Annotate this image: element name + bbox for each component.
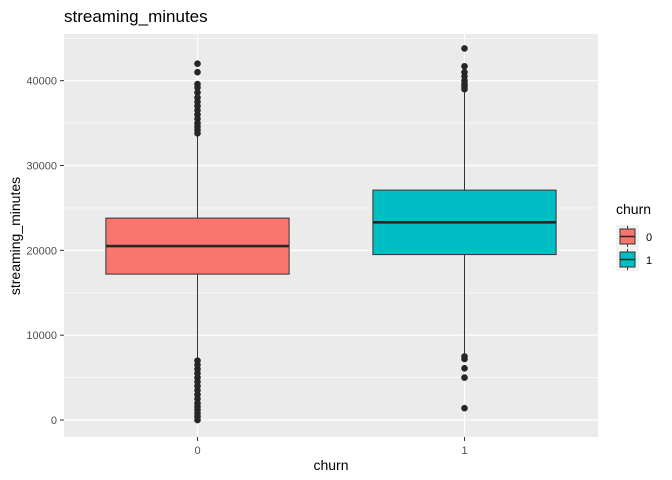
legend: churn 0 1	[616, 201, 652, 271]
x-tick-label: 0	[194, 445, 200, 457]
x-axis-title: churn	[313, 457, 348, 473]
outlier-point	[194, 94, 201, 101]
outlier-point	[194, 60, 201, 67]
y-tick-label: 30000	[26, 161, 57, 173]
y-tick-label: 0	[51, 415, 57, 427]
legend-label: 1	[646, 255, 652, 267]
outlier-point	[461, 68, 468, 76]
outlier-point	[194, 89, 201, 96]
chart-title: streaming_minutes	[64, 7, 208, 26]
outlier-point	[461, 45, 468, 52]
boxes-layer	[105, 45, 557, 424]
outlier-point	[461, 62, 468, 70]
y-tick-label: 10000	[26, 330, 57, 342]
outlier-point	[461, 364, 468, 372]
y-axis: 0 10000 20000 30000 40000	[26, 76, 64, 427]
y-tick-label: 20000	[26, 245, 57, 257]
legend-key-1	[616, 248, 639, 271]
legend-title: churn	[616, 201, 651, 217]
outlier-point	[194, 68, 201, 76]
outlier-point	[461, 404, 468, 412]
outlier-point	[461, 374, 468, 381]
box-1	[372, 45, 557, 412]
legend-key-0	[616, 225, 639, 248]
outlier-point	[461, 353, 468, 360]
outlier-point	[194, 80, 201, 88]
legend-label: 0	[646, 232, 652, 244]
outlier-point	[194, 357, 201, 364]
box-0	[105, 60, 290, 424]
y-tick-label: 40000	[26, 76, 57, 88]
y-axis-title: streaming_minutes	[7, 177, 23, 295]
x-tick-label: 1	[461, 445, 467, 457]
